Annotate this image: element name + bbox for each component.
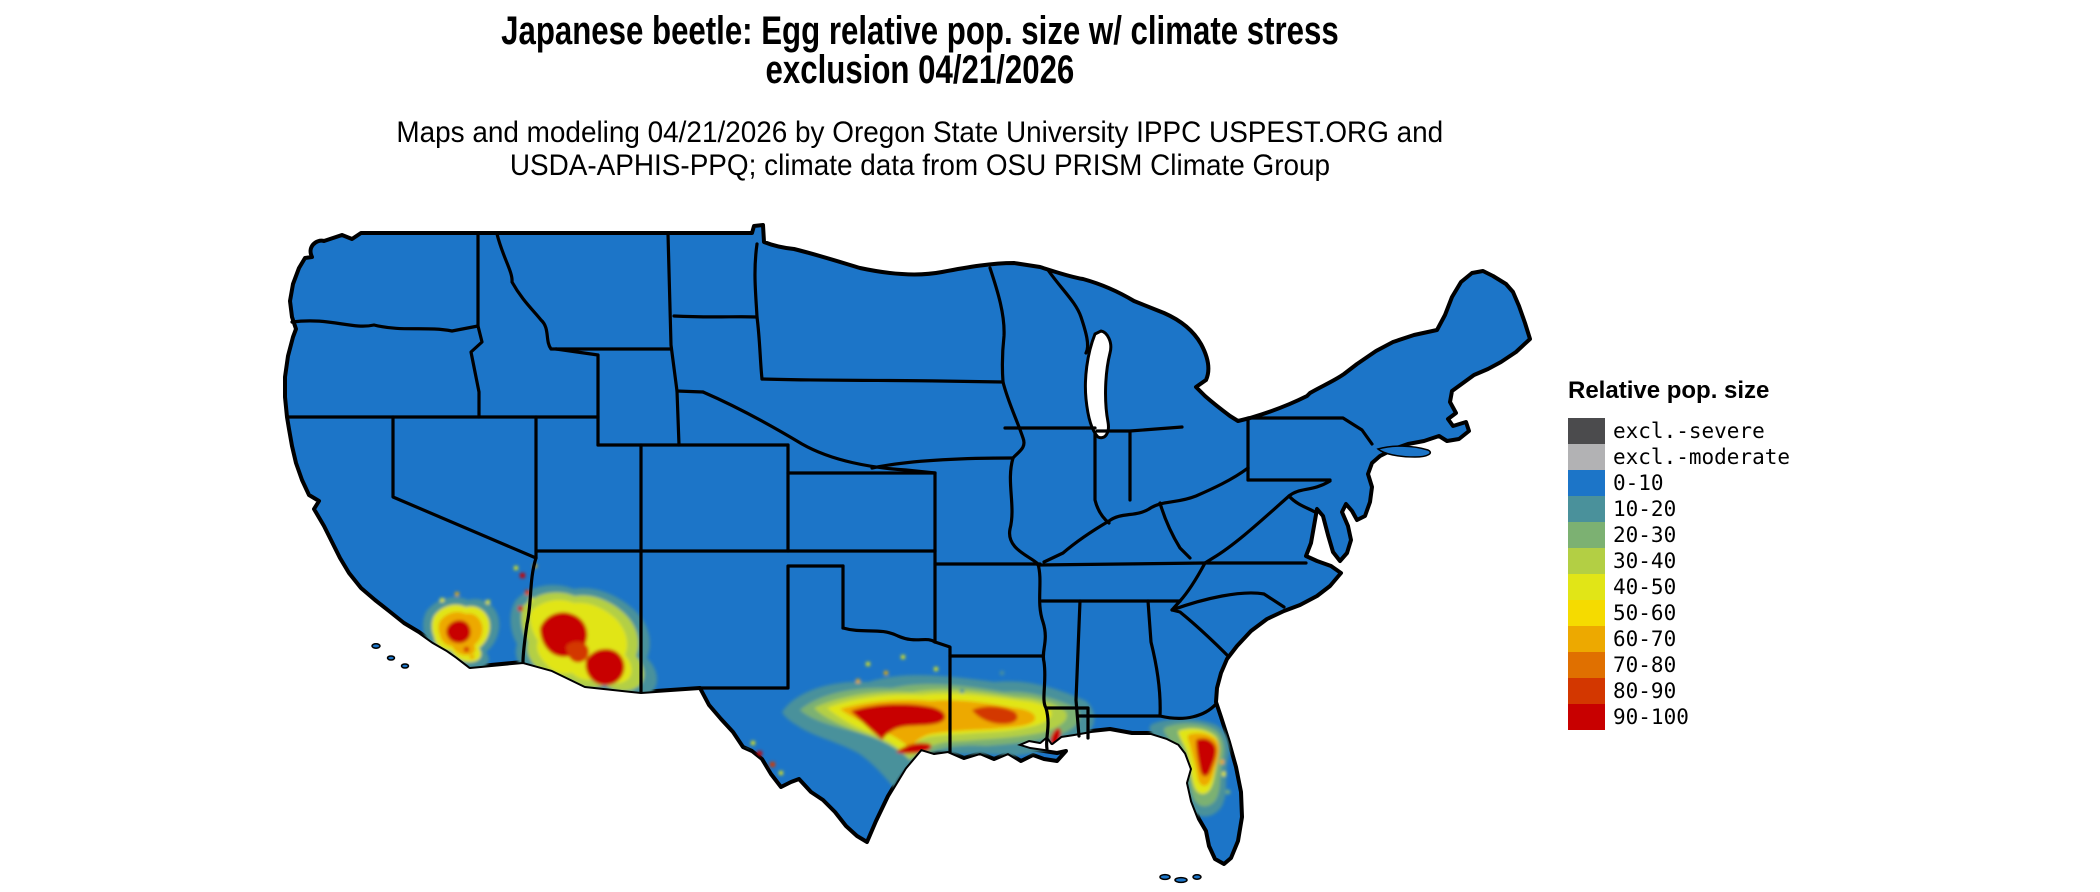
heat-core-80-90 xyxy=(972,706,1018,724)
legend-row-50-60: 50-60 xyxy=(1568,600,1828,626)
channel-island xyxy=(400,663,410,669)
legend-row-30-40: 30-40 xyxy=(1568,548,1828,574)
legend-row-70-80: 70-80 xyxy=(1568,652,1828,678)
legend-swatch-excl.-severe xyxy=(1568,418,1605,444)
legend-label: excl.-moderate xyxy=(1613,445,1791,469)
legend-swatch-40-50 xyxy=(1568,574,1605,600)
heat-speckles-florida xyxy=(1158,728,1230,794)
legend-swatch-30-40 xyxy=(1568,548,1605,574)
legend: Relative pop. size excl.-severe excl.-mod… xyxy=(1568,378,1828,730)
heat-core-90-100 xyxy=(851,703,946,740)
long-island xyxy=(1376,445,1432,458)
map-title: Japanese beetle: Egg relative pop. size … xyxy=(0,9,1840,92)
heat-core-c-80-90 xyxy=(566,641,589,663)
legend-label: 30-40 xyxy=(1613,549,1677,573)
legend-swatch-20-30 xyxy=(1568,522,1605,548)
legend-label: 10-20 xyxy=(1613,497,1677,521)
legend-row-60-70: 60-70 xyxy=(1568,626,1828,652)
map-subtitle-line-1: Maps and modeling 04/21/2026 by Oregon S… xyxy=(396,116,1444,149)
legend-label: excl.-severe xyxy=(1613,419,1765,443)
heat-core-90-100 xyxy=(1196,738,1217,777)
legend-swatch-0-10 xyxy=(1568,470,1605,496)
map-subtitle-line-2: USDA-APHIS-PPQ; climate data from OSU PR… xyxy=(509,149,1331,182)
legend-row-excl.-severe: excl.-severe xyxy=(1568,418,1828,444)
legend-row-20-30: 20-30 xyxy=(1568,522,1828,548)
florida-keys-island xyxy=(1192,874,1202,880)
legend-title: Relative pop. size xyxy=(1568,377,1770,404)
legend-swatch-90-100 xyxy=(1568,704,1605,730)
legend-swatch-60-70 xyxy=(1568,626,1605,652)
land-lower48 xyxy=(283,223,1532,866)
legend-label: 70-80 xyxy=(1613,653,1677,677)
florida-keys-island xyxy=(1159,873,1171,881)
legend-row-40-50: 40-50 xyxy=(1568,574,1828,600)
hotspot-texas-louisiana xyxy=(744,655,1095,788)
legend-rows: excl.-severe excl.-moderate 0-10 10-20 20-30… xyxy=(1568,418,1828,730)
channel-island xyxy=(371,643,381,649)
heat-core-90-100 xyxy=(446,620,471,644)
lake-michigan xyxy=(1083,329,1113,440)
map-title-line-1: Japanese beetle: Egg relative pop. size … xyxy=(501,9,1339,53)
florida-keys-island xyxy=(1174,876,1188,884)
islands xyxy=(371,445,1432,884)
legend-row-excl.-moderate: excl.-moderate xyxy=(1568,444,1828,470)
legend-label: 50-60 xyxy=(1613,601,1677,625)
legend-label: 80-90 xyxy=(1613,679,1677,703)
legend-row-0-10: 0-10 xyxy=(1568,470,1828,496)
legend-swatch-80-90 xyxy=(1568,678,1605,704)
legend-row-80-90: 80-90 xyxy=(1568,678,1828,704)
legend-swatch-10-20 xyxy=(1568,496,1605,522)
legend-label: 20-30 xyxy=(1613,523,1677,547)
legend-label: 0-10 xyxy=(1613,471,1664,495)
channel-island xyxy=(386,655,396,661)
legend-label: 40-50 xyxy=(1613,575,1677,599)
legend-label: 60-70 xyxy=(1613,627,1677,651)
legend-swatch-excl.-moderate xyxy=(1568,444,1605,470)
legend-row-90-100: 90-100 xyxy=(1568,704,1828,730)
legend-swatch-70-80 xyxy=(1568,652,1605,678)
map-title-line-2: exclusion 04/21/2026 xyxy=(765,48,1075,92)
legend-swatch-50-60 xyxy=(1568,600,1605,626)
map-subtitle: Maps and modeling 04/21/2026 by Oregon S… xyxy=(0,116,1840,182)
heat-core-b-90-100 xyxy=(585,648,625,686)
legend-row-10-20: 10-20 xyxy=(1568,496,1828,522)
state-borders xyxy=(286,232,1374,754)
legend-label: 90-100 xyxy=(1613,705,1689,729)
